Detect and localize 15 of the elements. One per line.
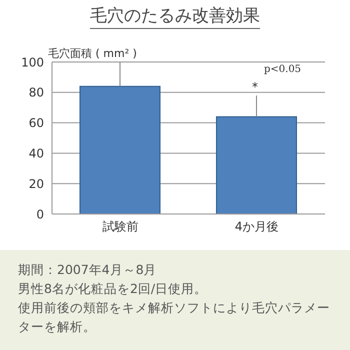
y-tick-label: 60 — [28, 116, 44, 130]
x-tick-label: 4か月後 — [234, 220, 279, 234]
annotation: p<0.05 — [264, 64, 302, 75]
y-tick-label: 100 — [21, 55, 44, 70]
annotation: * — [252, 80, 258, 94]
text: 期間：2007年4月～8月 — [18, 261, 158, 279]
text: 男性8名が化粧品を2回/日使用。 — [18, 280, 208, 298]
y-tick-label: 80 — [28, 86, 44, 100]
y-tick-label: 0 — [36, 207, 44, 222]
y-tick-label: 20 — [28, 176, 44, 191]
x-tick-label: 試験前 — [102, 220, 138, 234]
y-tick-label: 40 — [28, 146, 44, 160]
chart-title: 毛穴のたるみ改善効果 — [90, 6, 260, 29]
y-axis-title: 毛穴面積 ( mm² ) — [48, 47, 137, 60]
text: 使用前後の頬部をキメ解析ソフトにより毛穴パラメーターを解析。 — [18, 299, 331, 336]
